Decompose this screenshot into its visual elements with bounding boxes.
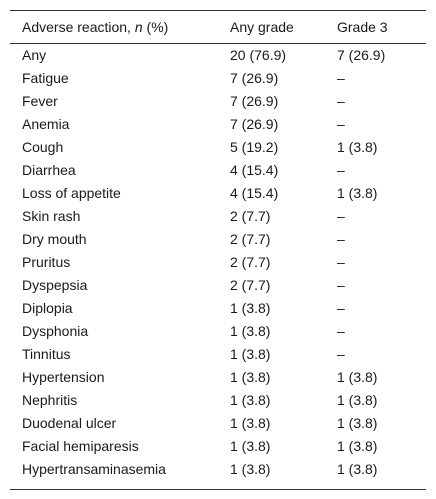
header-italic: n [134,19,143,35]
any-grade-cell: 1 (3.8) [230,323,271,339]
any-grade-cell: 1 (3.8) [230,300,271,316]
any-grade-cell: 1 (3.8) [230,392,271,408]
any-grade-cell: 2 (7.7) [230,277,271,293]
reaction-name: Fatigue [22,70,69,86]
header-cell: Any grade [230,19,294,35]
header-cell: Grade 3 [337,19,388,35]
grade-3-cell: – [337,277,345,293]
grade-3-cell: – [337,93,345,109]
header-text: Adverse reaction, [22,19,135,35]
table-row: Nephritis 1 (3.8) 1 (3.8) [10,389,426,412]
reaction-name: Tinnitus [22,346,71,362]
grade-3-cell: 1 (3.8) [337,461,378,477]
grade-3-cell: – [337,231,345,247]
table-row: Diarrhea 4 (15.4) – [10,159,426,182]
table-row: Dry mouth 2 (7.7) – [10,228,426,251]
reaction-name: Nephritis [22,392,78,408]
any-grade-cell: 7 (26.9) [230,70,279,86]
reaction-name: Skin rash [22,208,81,224]
header-cell: Adverse reaction, n (%) [10,11,218,44]
any-grade-cell: 1 (3.8) [230,369,271,385]
any-grade-cell: 7 (26.9) [230,116,279,132]
table-row: Duodenal ulcer 1 (3.8) 1 (3.8) [10,412,426,435]
grade-3-cell: – [337,300,345,316]
table-row: Any 20 (76.9) 7 (26.9) [10,44,426,68]
reaction-name: Facial hemiparesis [22,438,139,454]
reaction-name: Hypertransaminasemia [22,461,166,477]
any-grade-cell: 2 (7.7) [230,231,271,247]
any-grade-cell: 4 (15.4) [230,162,279,178]
reaction-name: Loss of appetite [22,185,121,201]
reaction-name: Any [22,47,47,63]
grade-3-cell: – [337,162,345,178]
any-grade-cell: 4 (15.4) [230,185,279,201]
reaction-name: Cough [22,139,64,155]
any-grade-cell: 2 (7.7) [230,254,271,270]
table-body: Any 20 (76.9) 7 (26.9) Fatigue 7 (26.9) – Feve… [10,44,426,490]
table-row: Facial hemiparesis 1 (3.8) 1 (3.8) [10,435,426,458]
header-text: (%) [142,19,169,35]
reaction-name: Anemia [22,116,70,132]
grade-3-cell: 1 (3.8) [337,139,378,155]
grade-3-cell: – [337,116,345,132]
table-row: Dysphonia 1 (3.8) – [10,320,426,343]
any-grade-cell: 2 (7.7) [230,208,271,224]
any-grade-cell: 1 (3.8) [230,461,271,477]
reaction-name: Duodenal ulcer [22,415,117,431]
grade-3-cell: – [337,70,345,86]
any-grade-cell: 7 (26.9) [230,93,279,109]
reaction-name: Fever [22,93,58,109]
reaction-name: Diarrhea [22,162,76,178]
table-row: Fever 7 (26.9) – [10,90,426,113]
table-row: Pruritus 2 (7.7) – [10,251,426,274]
table-row: Fatigue 7 (26.9) – [10,67,426,90]
grade-3-cell: 1 (3.8) [337,392,378,408]
adverse-reaction-table: Adverse reaction, n (%) Any grade Grade … [10,10,426,490]
table-row: Dyspepsia 2 (7.7) – [10,274,426,297]
any-grade-cell: 1 (3.8) [230,438,271,454]
table-row: Anemia 7 (26.9) – [10,113,426,136]
table-row: Hypertransaminasemia 1 (3.8) 1 (3.8) [10,458,426,490]
table-row: Skin rash 2 (7.7) – [10,205,426,228]
grade-3-cell: – [337,346,345,362]
header-row: Adverse reaction, n (%) Any grade Grade … [10,10,426,44]
grade-3-cell: 1 (3.8) [337,415,378,431]
grade-3-cell: – [337,208,345,224]
grade-3-cell: 1 (3.8) [337,185,378,201]
reaction-name: Dyspepsia [22,277,88,293]
grade-3-cell: – [337,323,345,339]
any-grade-cell: 20 (76.9) [230,47,287,63]
reaction-name: Diplopia [22,300,73,316]
reaction-name: Dysphonia [22,323,89,339]
any-grade-cell: 1 (3.8) [230,415,271,431]
table-row: Tinnitus 1 (3.8) – [10,343,426,366]
reaction-name: Dry mouth [22,231,87,247]
table-row: Hypertension 1 (3.8) 1 (3.8) [10,366,426,389]
reaction-name: Hypertension [22,369,105,385]
grade-3-cell: 1 (3.8) [337,438,378,454]
reaction-name: Pruritus [22,254,71,270]
table-row: Diplopia 1 (3.8) – [10,297,426,320]
table-row: Loss of appetite 4 (15.4) 1 (3.8) [10,182,426,205]
any-grade-cell: 5 (19.2) [230,139,279,155]
grade-3-cell: 1 (3.8) [337,369,378,385]
table-header: Adverse reaction, n (%) Any grade Grade … [10,10,426,44]
any-grade-cell: 1 (3.8) [230,346,271,362]
grade-3-cell: 7 (26.9) [337,47,386,63]
table-row: Cough 5 (19.2) 1 (3.8) [10,136,426,159]
grade-3-cell: – [337,254,345,270]
